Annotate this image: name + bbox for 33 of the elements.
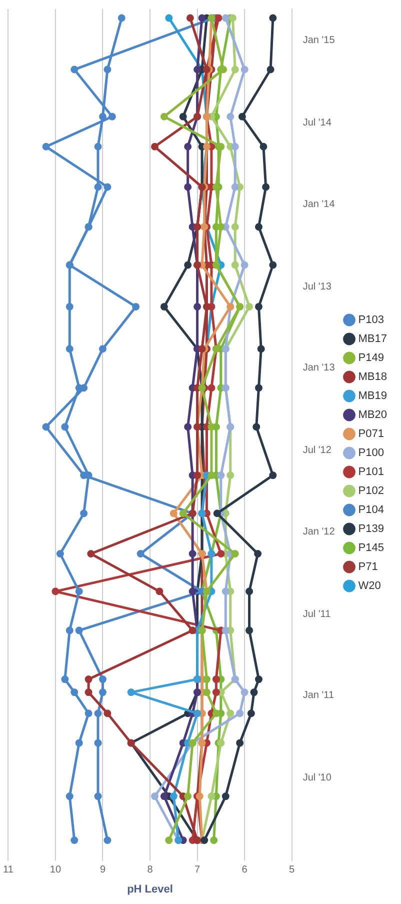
x-tick-label: 6	[242, 864, 248, 876]
y-tick-label: Jan '13	[302, 362, 336, 374]
legend-label: MB18	[358, 371, 388, 384]
legend-label: W20	[358, 580, 381, 592]
y-tick-label: Jan '15	[302, 35, 336, 46]
legend-label: P101	[358, 466, 384, 478]
y-tick-label: Jan '12	[302, 526, 336, 538]
legend-label: MB17	[358, 333, 388, 346]
legend-label: P145	[358, 542, 384, 554]
y-tick-label: Jul '12	[302, 444, 332, 456]
x-axis-title: pH Level	[127, 883, 173, 896]
legend-label: P71	[358, 561, 378, 574]
y-tick-label: Jul '13	[302, 281, 332, 292]
y-tick-label: Jan '11	[302, 690, 334, 702]
legend-label: P102	[358, 485, 384, 498]
legend-label: MB20	[358, 409, 388, 422]
x-tick-label: 9	[100, 864, 106, 876]
x-tick-label: 11	[2, 864, 14, 876]
legend-label: MB19	[358, 390, 388, 402]
x-tick-label: 8	[147, 864, 154, 876]
x-tick-label: 10	[50, 864, 62, 876]
legend-label: P100	[358, 447, 384, 460]
y-tick-label: Jan '14	[302, 198, 336, 210]
x-tick-label: 5	[289, 864, 296, 876]
legend-label: P149	[358, 352, 384, 364]
y-tick-label: Jul '10	[302, 772, 332, 784]
x-tick-label: 7	[194, 864, 201, 876]
y-tick-label: Jul '11	[302, 609, 332, 620]
legend-label: P071	[358, 428, 384, 440]
legend-label: P104	[358, 504, 384, 516]
y-tick-label: Jul '14	[302, 118, 332, 129]
legend-label: P103	[358, 314, 384, 326]
legend-label: P139	[358, 523, 384, 536]
